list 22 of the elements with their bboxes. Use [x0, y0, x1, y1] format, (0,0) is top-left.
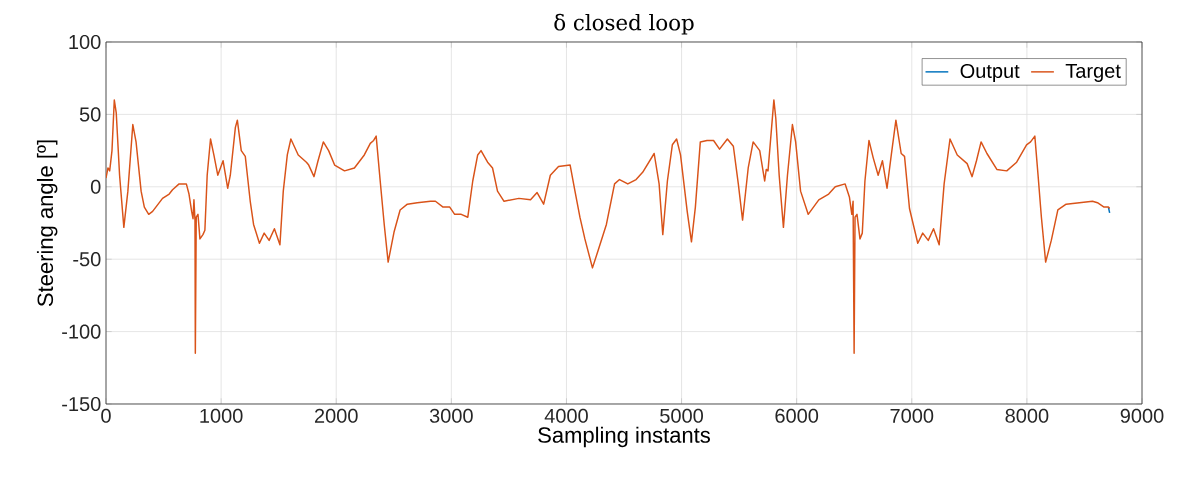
- x-tick-label: 6000: [775, 408, 819, 423]
- x-tick-label: 1000: [200, 408, 243, 423]
- x-tick-label: 4000: [544, 408, 588, 423]
- line-series: [106, 99, 1111, 355]
- x-axis-title: Sampling instants: [538, 426, 710, 448]
- x-tick-label: 3000: [429, 408, 473, 423]
- y-axis-title: Steering angle [º]: [36, 140, 58, 307]
- y-tick-label: -50: [73, 252, 101, 267]
- y-tick-label: 0: [90, 179, 101, 194]
- y-tick-label: -100: [62, 324, 101, 339]
- chart-title: δ closed loop: [554, 13, 694, 35]
- legend-label: Output: [960, 63, 1020, 82]
- x-tick-label: 8000: [1005, 408, 1049, 423]
- x-tick-label: 5000: [660, 408, 703, 423]
- y-tick-label: -150: [62, 396, 101, 412]
- x-tick-label: 7000: [890, 408, 934, 423]
- x-tick-label: 9000: [1120, 408, 1164, 423]
- x-tick-label: 2000: [314, 408, 358, 423]
- y-tick-label: 100: [69, 34, 101, 50]
- y-tick-label: 50: [79, 107, 101, 122]
- x-tick-label: 0: [101, 408, 111, 423]
- legend-label: Target: [1065, 63, 1121, 82]
